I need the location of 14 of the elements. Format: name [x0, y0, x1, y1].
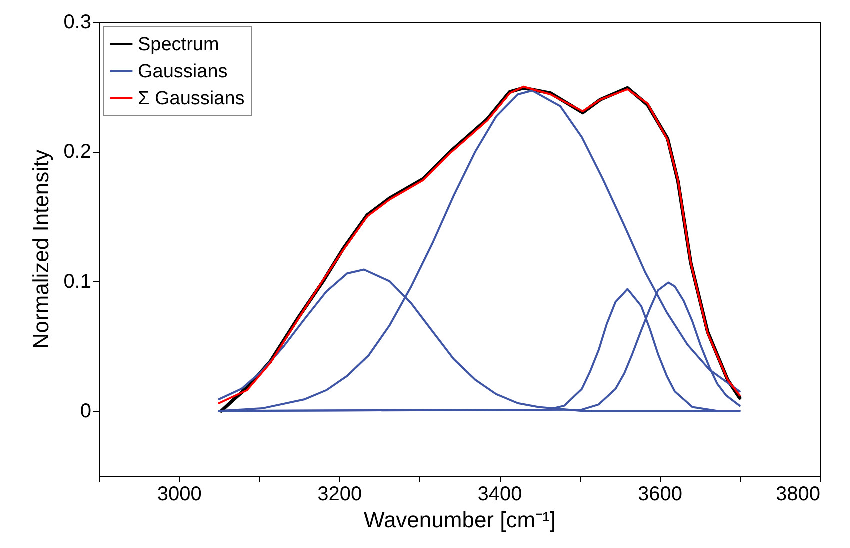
x-tick-label: 3200 — [318, 484, 362, 506]
x-tick-label: 3800 — [776, 484, 820, 506]
x-tick-label: 3600 — [638, 484, 683, 506]
y-axis-title: Normalized Intensity — [28, 150, 54, 350]
x-axis-title: Wavenumber [cm⁻¹] — [364, 508, 556, 532]
legend-label: Gaussians — [138, 62, 228, 82]
y-tick-label: 0.1 — [64, 270, 92, 293]
y-tick-label: 0.3 — [64, 12, 92, 34]
y-tick-label: 0.2 — [64, 141, 92, 164]
y-tick-label: 0 — [80, 400, 92, 423]
x-tick-label: 3000 — [157, 484, 202, 506]
x-tick-label: 3400 — [478, 484, 522, 506]
legend-label: Spectrum — [138, 34, 220, 56]
legend-label: Σ Gaussians — [138, 88, 245, 110]
